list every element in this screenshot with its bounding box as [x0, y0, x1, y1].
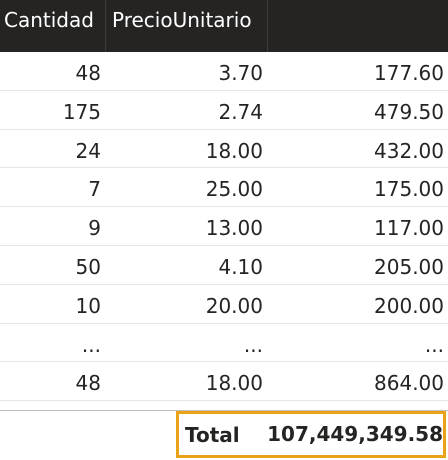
cell-importe: 117.00 [374, 216, 444, 241]
cell-importe: 200.00 [374, 293, 444, 318]
cell-preciounitario: 3.70 [218, 61, 263, 85]
cell-preciounitario: 4.10 [218, 254, 263, 279]
table-row: 24 18.00 432.00 [0, 130, 448, 169]
column-header-preciounitario[interactable]: PrecioUnitario [106, 0, 268, 52]
cell-cantidad: 9 [88, 216, 101, 241]
cell-preciounitario: ... [243, 332, 263, 357]
cell-preciounitario: 18.00 [205, 371, 263, 396]
column-header-cantidad[interactable]: Cantidad [0, 0, 106, 52]
cell-preciounitario: 2.74 [218, 99, 263, 124]
table-row: 7 25.00 175.00 [0, 168, 448, 208]
cell-importe: 175.00 [374, 177, 444, 202]
table-row: 175 2.74 479.50 [0, 91, 448, 130]
cell-preciounitario: 13.00 [205, 216, 263, 241]
cell-preciounitario: 18.00 [205, 138, 263, 163]
cell-cantidad: 24 [75, 138, 101, 163]
cell-importe: 432.00 [374, 138, 444, 163]
cell-preciounitario: 20.00 [205, 293, 263, 318]
cell-cantidad: 7 [88, 177, 101, 202]
total-value: 107,449,349.58 [267, 422, 443, 446]
cell-cantidad: ... [81, 332, 101, 357]
cell-cantidad: 48 [75, 371, 101, 396]
column-header-importe[interactable] [268, 0, 448, 52]
total-divider [0, 410, 448, 411]
total-row-highlight: Total 107,449,349.58 [176, 411, 446, 458]
cell-importe: ... [424, 332, 444, 357]
cell-importe: 479.50 [374, 99, 444, 124]
table-row: 50 4.10 205.00 [0, 246, 448, 285]
cell-cantidad: 48 [75, 61, 101, 85]
cell-cantidad: 50 [75, 254, 101, 279]
cell-cantidad: 10 [75, 293, 101, 318]
table-row: 10 20.00 200.00 [0, 285, 448, 324]
table-row: 48 3.70 177.60 [0, 52, 448, 91]
total-label: Total [185, 423, 240, 447]
cell-importe: 864.00 [374, 371, 444, 396]
cell-cantidad: 175 [62, 99, 101, 124]
table-row: 48 18.00 864.00 [0, 362, 448, 402]
table-row: 9 13.00 117.00 [0, 207, 448, 246]
table-row-ellipsis: ... ... ... [0, 324, 448, 363]
table-header: Cantidad PrecioUnitario [0, 0, 448, 52]
table-body: 48 3.70 177.60 175 2.74 479.50 24 18.00 … [0, 52, 448, 402]
cell-importe: 177.60 [374, 61, 444, 85]
cell-importe: 205.00 [374, 254, 444, 279]
cell-preciounitario: 25.00 [205, 177, 263, 202]
